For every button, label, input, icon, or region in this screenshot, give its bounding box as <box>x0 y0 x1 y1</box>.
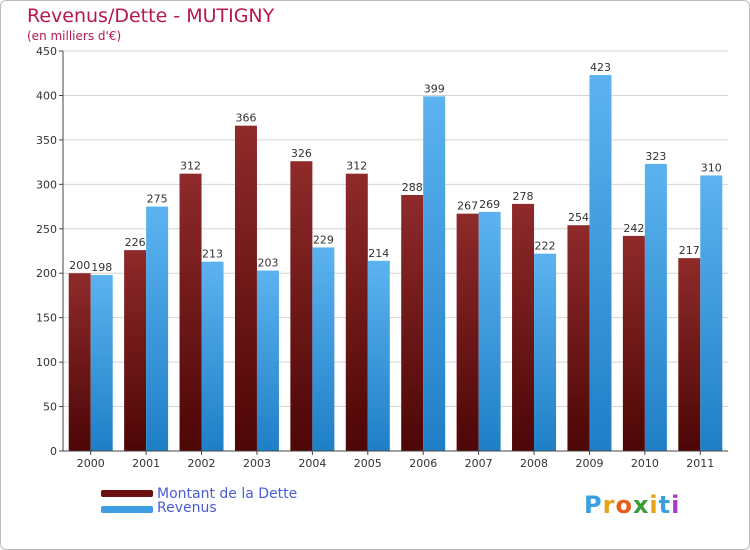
bar-revenus <box>90 275 113 451</box>
data-label: 217 <box>679 244 700 257</box>
bar-revenus <box>478 211 501 451</box>
data-label: 323 <box>645 150 666 163</box>
logo-letter: r <box>602 491 616 519</box>
x-tick-label: 2001 <box>132 457 160 470</box>
logo-letter: i <box>649 491 659 519</box>
data-label: 312 <box>180 160 201 173</box>
x-tick-label: 2003 <box>243 457 271 470</box>
y-tick-label: 350 <box>36 134 57 147</box>
bar-dette <box>124 250 147 451</box>
grid-lines <box>63 50 728 452</box>
bar-dette <box>290 161 313 451</box>
bar-dette <box>401 195 424 451</box>
bar-revenus <box>201 261 224 451</box>
x-tick-label: 2004 <box>298 457 326 470</box>
y-tick-label: 200 <box>36 267 57 280</box>
bar-revenus <box>256 270 279 451</box>
bar-revenus <box>589 75 612 451</box>
data-label: 312 <box>346 160 367 173</box>
data-label: 326 <box>291 147 312 160</box>
x-tick-label: 2007 <box>465 457 493 470</box>
data-label: 366 <box>235 112 256 125</box>
x-tick-label: 2008 <box>520 457 548 470</box>
bar-dette <box>512 203 535 451</box>
bars: 200 198 226 275 312 213 366 203 326 229 312 214 288 3… <box>68 61 723 452</box>
logo-letter: P <box>584 491 603 519</box>
logo-letter: t <box>658 491 672 519</box>
logo-letter: i <box>671 491 681 519</box>
bar-revenus <box>700 175 723 451</box>
x-tick-label: 2000 <box>77 457 105 470</box>
y-tick-label: 50 <box>43 401 57 414</box>
bar-revenus <box>146 206 169 451</box>
chart-title: Revenus/Dette - MUTIGNY <box>27 5 275 27</box>
legend-label-revenus: Revenus <box>157 500 217 516</box>
bar-revenus <box>534 253 557 451</box>
bar-revenus <box>312 247 335 451</box>
y-tick-label: 100 <box>36 356 57 369</box>
x-tick-label: 2010 <box>631 457 659 470</box>
logo-letter: o <box>615 491 633 519</box>
legend-label-debt: Montant de la Dette <box>157 486 298 502</box>
bar-dette <box>678 258 701 451</box>
bar-dette <box>345 173 368 451</box>
data-label: 278 <box>513 190 534 203</box>
bar-dette <box>567 225 590 451</box>
y-tick-label: 150 <box>36 312 57 325</box>
y-tick-label: 0 <box>50 445 57 458</box>
x-tick-label: 2006 <box>409 457 437 470</box>
bar-dette <box>622 235 645 451</box>
chart-subtitle: (en milliers d'€) <box>27 29 122 43</box>
data-label: 269 <box>479 198 500 211</box>
x-tick-label: 2009 <box>575 457 603 470</box>
logo-letter: x <box>632 491 650 519</box>
data-label: 310 <box>701 161 722 174</box>
data-label: 423 <box>590 61 611 74</box>
data-label: 242 <box>623 222 644 235</box>
proxiti-logo: Proxiti <box>584 491 680 519</box>
bar-revenus <box>644 163 667 451</box>
data-label: 213 <box>202 248 223 261</box>
data-label: 229 <box>313 233 334 246</box>
y-tick-label: 250 <box>36 223 57 236</box>
bar-dette <box>456 213 479 451</box>
legend-swatch-revenus <box>101 506 153 513</box>
y-tick-label: 300 <box>36 178 57 191</box>
data-label: 214 <box>368 247 389 260</box>
data-label: 267 <box>457 200 478 213</box>
y-tick-label: 450 <box>36 45 57 58</box>
y-tick-label: 400 <box>36 89 57 102</box>
data-label: 288 <box>402 181 423 194</box>
x-tick-label: 2005 <box>354 457 382 470</box>
x-tick-label: 2011 <box>686 457 714 470</box>
data-label: 275 <box>147 193 168 206</box>
bar-dette <box>68 273 91 451</box>
data-label: 203 <box>257 257 278 270</box>
bar-dette <box>234 125 257 452</box>
legend-swatch-debt <box>101 490 153 497</box>
data-label: 200 <box>69 259 90 272</box>
data-label: 399 <box>424 82 445 95</box>
data-label: 222 <box>535 240 556 253</box>
data-label: 226 <box>125 236 146 249</box>
bar-dette <box>179 173 202 451</box>
bar-revenus <box>423 96 446 451</box>
data-label: 198 <box>91 261 112 274</box>
data-label: 254 <box>568 211 589 224</box>
bar-revenus <box>367 260 390 451</box>
x-tick-label: 2002 <box>188 457 216 470</box>
